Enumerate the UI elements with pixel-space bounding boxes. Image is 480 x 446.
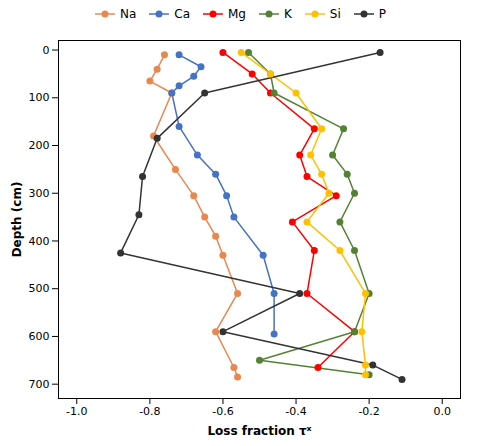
svg-text:300: 300 — [29, 187, 50, 200]
svg-text:100: 100 — [29, 91, 50, 104]
html-text:Ca: Ca — [174, 7, 190, 21]
svg-text:-0.6: -0.6 — [212, 405, 233, 418]
svg-text:700: 700 — [29, 378, 50, 391]
svg-text:-0.2: -0.2 — [358, 405, 379, 418]
html-text:Na: Na — [119, 7, 137, 21]
html-text:Si: Si — [329, 7, 341, 21]
svg-text:-1.0: -1.0 — [66, 405, 87, 418]
svg-text:-0.4: -0.4 — [285, 405, 306, 418]
svg-text:-0.8: -0.8 — [139, 405, 160, 418]
svg-text:Loss fraction τˣ: Loss fraction τˣ — [207, 424, 311, 438]
svg-text:400: 400 — [29, 235, 50, 248]
svg-text:Depth (cm): Depth (cm) — [10, 182, 24, 258]
svg-text:0.0: 0.0 — [433, 405, 451, 418]
svg-text:200: 200 — [29, 139, 50, 152]
svg-text:500: 500 — [29, 282, 50, 295]
html-text:P: P — [378, 7, 387, 21]
html-text:Mg: Mg — [228, 7, 246, 21]
html-text:K: K — [284, 7, 292, 21]
svg-text:600: 600 — [29, 330, 50, 343]
svg-text:0: 0 — [43, 44, 50, 57]
